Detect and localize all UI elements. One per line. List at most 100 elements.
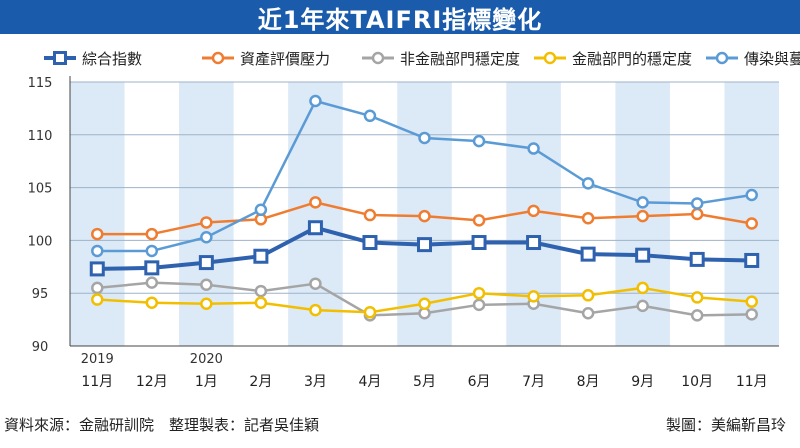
year-label: 2020 [190,352,223,367]
data-point [744,252,760,268]
data-point [581,289,595,302]
data-point [526,235,542,251]
data-point [472,298,486,312]
x-tick-label: 10月 [681,374,713,390]
legend-marker [53,51,67,65]
data-point [418,297,431,311]
data-point [745,308,758,321]
data-point [636,299,649,313]
y-tick-label: 95 [32,287,49,302]
x-tick-label: 9月 [631,374,654,390]
legend-label: 綜合指數 [82,50,142,68]
footer: 資料來源：金融研訓院 整理製表：記者吳佳穎 製圖：美編靳昌玲 [0,410,800,448]
line-chart: 90 95 100 105 110 115 11月 12月 1月 2月 3月 4月 5月 6月 7月 8月 9月… [28,50,800,390]
x-tick-label: 12月 [136,374,168,390]
data-point [472,134,486,148]
column-band [288,82,343,346]
x-tick-label: 3月 [304,374,327,390]
data-point [91,244,104,258]
x-tick-label: 11月 [81,374,113,390]
y-tick-label: 115 [28,76,53,91]
data-point [418,131,431,145]
data-point [745,188,758,202]
data-point [689,251,705,267]
data-point [690,207,704,221]
data-point [527,290,540,303]
chart-title: 近1年來TAIFRI指標變化 [257,5,543,34]
data-point [745,295,758,308]
data-point [309,94,322,108]
y-tick-label: 100 [28,234,53,249]
legend-label: 資產評價壓力 [240,50,330,68]
data-point [527,204,540,218]
data-point [745,217,758,230]
data-point [581,307,595,320]
data-point [636,196,649,209]
data-point [581,211,595,225]
data-point [636,209,649,223]
data-point [418,209,431,223]
data-point [91,293,104,306]
data-point [254,284,268,298]
legend-marker [371,51,385,65]
data-point [145,296,159,309]
column-band [70,82,125,346]
legend-marker [715,51,729,65]
data-point [362,235,378,251]
legend-label: 金融部門的穩定度 [572,50,692,68]
x-tick-label: 4月 [359,374,382,390]
x-tick-label: 8月 [577,374,600,390]
data-point [144,260,160,276]
x-tick-label: 5月 [413,374,436,390]
data-point [89,261,105,277]
legend-marker [543,51,557,65]
data-point [145,227,159,241]
y-tick-label: 90 [32,340,49,355]
x-tick-label: 11月 [736,374,768,390]
data-point [472,286,486,300]
data-point [254,296,268,309]
data-point [145,276,159,289]
y-tick-label: 105 [28,182,53,197]
legend-marker [211,51,225,65]
data-point [690,309,704,322]
data-point [417,237,432,253]
data-point [309,277,322,290]
data-point [636,281,649,295]
data-point [581,177,595,190]
data-point [527,142,540,155]
data-point [200,230,213,244]
x-tick-label: 2月 [249,374,272,390]
data-point [635,247,651,263]
data-point [309,196,322,209]
data-point [363,109,377,123]
data-point [200,216,213,229]
data-point [91,227,104,241]
data-point [690,291,704,304]
x-tick-label: 1月 [195,374,218,390]
data-point [690,197,704,210]
legend-label: 傳染與蔓延 [744,50,800,68]
data-point [200,278,213,292]
y-tick-label: 110 [28,129,53,144]
data-point [471,235,487,251]
data-point [198,255,214,271]
data-point [363,305,377,319]
data-point [253,248,269,264]
title-bar: 近1年來TAIFRI指標變化 [0,0,800,34]
data-point [363,208,377,222]
data-point [307,220,323,236]
data-point [472,214,486,227]
x-tick-label: 7月 [522,374,545,390]
data-point [254,203,268,217]
legend-label: 非金融部門穩定度 [400,50,520,68]
credit-note: 製圖：美編靳昌玲 [665,416,786,434]
data-point [580,246,596,262]
data-point [200,297,213,311]
source-note: 資料來源：金融研訓院 整理製表：記者吳佳穎 [4,416,320,434]
year-label: 2019 [81,352,114,367]
data-point [91,281,104,295]
data-point [309,303,322,317]
data-point [145,244,159,258]
x-tick-label: 6月 [468,374,491,390]
